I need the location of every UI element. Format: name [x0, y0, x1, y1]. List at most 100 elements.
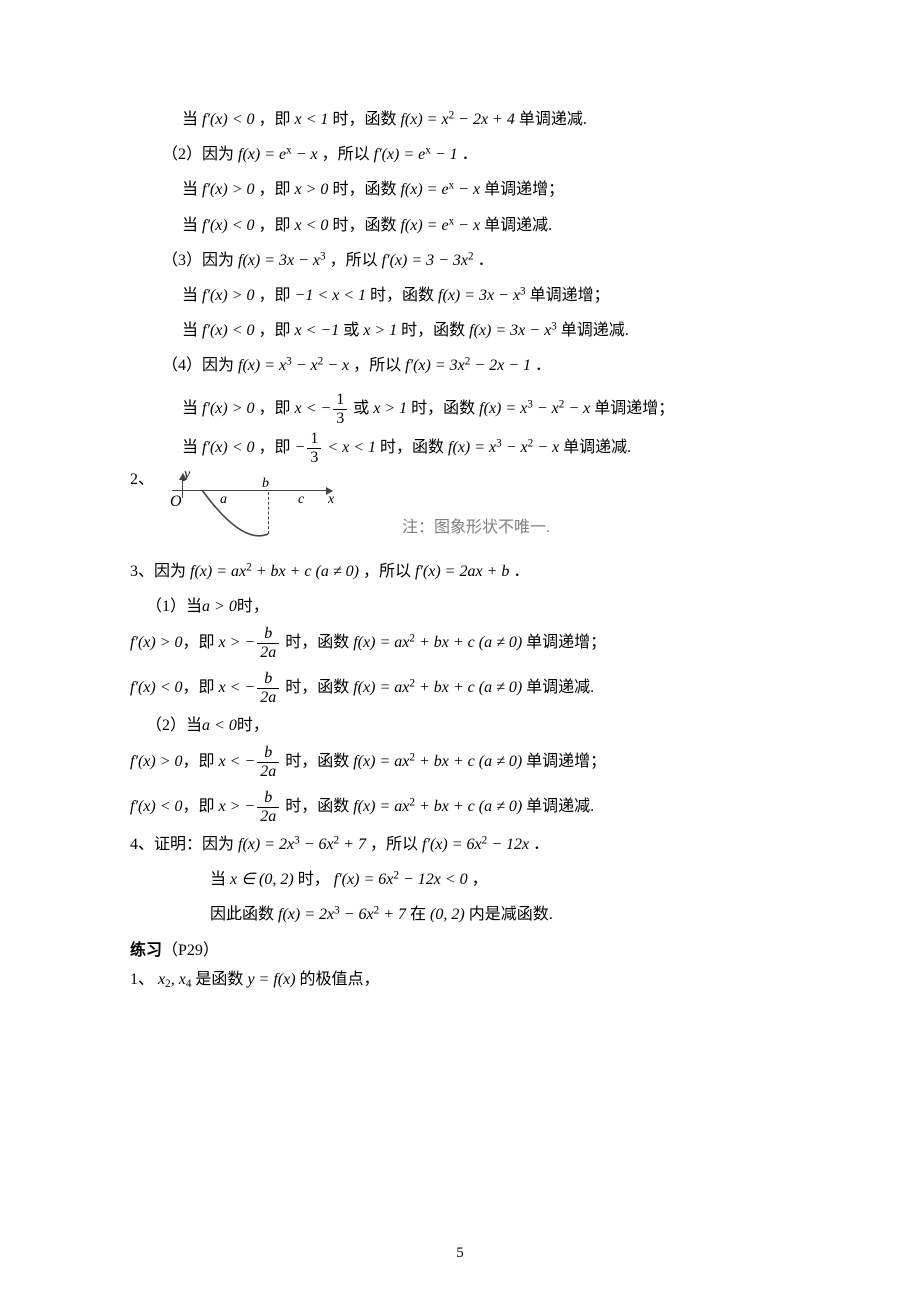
text: 在 — [410, 906, 426, 923]
expr: f′(x) = 6x2 − 12x < 0 — [334, 871, 468, 888]
text: 单调递增； — [530, 287, 610, 304]
text: 当 — [182, 439, 198, 456]
text: 是函数 — [195, 971, 243, 988]
expr: x ∈ (0, 2) — [230, 871, 294, 888]
q2-block: 2、 O y x a b c 注：图象形状不唯一. — [130, 470, 790, 548]
text: 1、 — [130, 971, 154, 988]
text: 时，函数 — [332, 217, 396, 234]
text: ，所以 — [330, 252, 378, 269]
expr: f(x) = 2x3 − 6x2 + 7 — [278, 906, 406, 923]
text: 时， — [237, 717, 269, 734]
expr: f′(x) > 0 — [202, 400, 255, 417]
p3-head: （3）因为 f(x) = 3x − x3 ，所以 f′(x) = 3 − 3x2… — [130, 251, 790, 270]
text: 时，函数 — [285, 753, 349, 770]
expr: f(x) = 3x − x3 — [238, 252, 326, 269]
fraction: b2a — [257, 745, 279, 780]
expr: f′(x) = 2ax + b — [415, 563, 509, 580]
q2-label: 2、 — [130, 470, 154, 489]
text: 时，函数 — [332, 111, 396, 128]
expr: f′(x) < 0 — [202, 322, 255, 339]
curve-svg — [172, 490, 332, 548]
text: ． — [513, 563, 529, 580]
p4-head: （4）因为 f(x) = x3 − x2 − x ，所以 f′(x) = 3x2… — [130, 356, 790, 375]
text: ，即 — [183, 634, 215, 651]
p4-line2: 当 f′(x) < 0 ，即 −13 < x < 1 时，函数 f(x) = x… — [130, 431, 790, 466]
text: 时， — [237, 598, 269, 615]
text: 单调递增； — [526, 634, 606, 651]
text: 单调递减. — [519, 111, 587, 128]
text: 单调递增； — [526, 753, 606, 770]
expr: f′(x) = ex − 1 — [374, 146, 458, 163]
text: 当 — [210, 871, 226, 888]
expr: f′(x) < 0 — [130, 798, 183, 815]
expr: x > 0 — [295, 181, 329, 198]
text: 当 — [182, 181, 198, 198]
q4-line2: 因此函数 f(x) = 2x3 − 6x2 + 7 在 (0, 2) 内是减函数… — [130, 905, 790, 924]
expr: x < 1 — [295, 111, 329, 128]
expr: f′(x) > 0 — [202, 181, 255, 198]
text: 4、证明：因为 — [130, 836, 234, 853]
text: ，所以 — [363, 563, 411, 580]
text: 单调递增； — [484, 181, 564, 198]
text: 因此函数 — [210, 906, 274, 923]
y-label: y — [184, 467, 190, 484]
expr: f(x) = x3 − x2 − x — [238, 357, 349, 374]
text: （3）因为 — [162, 252, 234, 269]
text: 单调递减. — [484, 217, 552, 234]
expr: y = f(x) — [247, 971, 295, 988]
text: 时，函数 — [285, 798, 349, 815]
text: ． — [462, 146, 478, 163]
text: 时，函数 — [401, 322, 465, 339]
p3-line1: 当 f′(x) > 0 ，即 −1 < x < 1 时，函数 f(x) = 3x… — [130, 286, 790, 305]
text: 当 — [182, 111, 198, 128]
text: 单调递减. — [526, 679, 594, 696]
expr: a < 0 — [202, 717, 237, 734]
expr: f(x) = ax2 + bx + c (a ≠ 0) — [353, 798, 522, 815]
text: ，即 — [183, 753, 215, 770]
text: ，即 — [259, 217, 291, 234]
expr: a > 0 — [202, 598, 237, 615]
expr: f(x) = 3x − x3 — [438, 287, 526, 304]
text: 单调递增； — [594, 400, 674, 417]
expr: f(x) = ax2 + bx + c (a ≠ 0) — [353, 753, 522, 770]
p4-line1: 当 f′(x) > 0 ，即 x < −13 或 x > 1 时，函数 f(x)… — [130, 392, 790, 427]
q3-case1: （1）当a > 0时， — [130, 597, 790, 616]
text: 时，函数 — [411, 400, 475, 417]
text: 当 — [182, 400, 198, 417]
fraction: b2a — [257, 671, 279, 706]
text: 时， — [298, 871, 330, 888]
q3-head: 3、因为 f(x) = ax2 + bx + c (a ≠ 0) ，所以 f′(… — [130, 562, 790, 581]
q4-head: 4、证明：因为 f(x) = 2x3 − 6x2 + 7 ，所以 f′(x) =… — [130, 835, 790, 854]
expr: f(x) = 2x3 − 6x2 + 7 — [238, 836, 366, 853]
expr: f′(x) = 6x2 − 12x — [422, 836, 529, 853]
expr: f′(x) < 0 — [130, 679, 183, 696]
expr: x2, x4 — [158, 971, 191, 988]
expr: f(x) = x2 − 2x + 4 — [400, 111, 514, 128]
text: 内是减函数. — [469, 906, 553, 923]
expr: f′(x) > 0 — [130, 753, 183, 770]
expr: f(x) = x3 − x2 − x — [479, 400, 590, 417]
document-page: 当 f′(x) < 0 ，即 x < 1 时，函数 f(x) = x2 − 2x… — [0, 0, 920, 1302]
expr: x < − — [219, 753, 256, 770]
curve-path — [202, 490, 268, 536]
text: 时，函数 — [380, 439, 444, 456]
text: 当 — [182, 322, 198, 339]
p2-head: （2）因为 f(x) = ex − x ，所以 f′(x) = ex − 1 ． — [130, 145, 790, 164]
text: ． — [535, 357, 551, 374]
expr: f(x) = ax2 + bx + c (a ≠ 0) — [353, 634, 522, 651]
q3-r2p: f′(x) > 0，即 x < −b2a 时，函数 f(x) = ax2 + b… — [130, 745, 790, 780]
exercise-heading: 练习（P29） — [130, 941, 790, 960]
text: ，即 — [259, 439, 291, 456]
expr: f(x) = ax2 + bx + c (a ≠ 0) — [353, 679, 522, 696]
q3-case2: （2）当a < 0时， — [130, 716, 790, 735]
p3-line2: 当 f′(x) < 0 ，即 x < −1 或 x > 1 时，函数 f(x) … — [130, 321, 790, 340]
fraction: b2a — [257, 626, 279, 661]
text: 的极值点， — [300, 971, 380, 988]
expr: f(x) = 3x − x3 — [469, 322, 557, 339]
expr: f(x) = ax2 + bx + c (a ≠ 0) — [190, 563, 359, 580]
page-number: 5 — [0, 1244, 920, 1262]
text: （2）当 — [146, 717, 202, 734]
expr: f′(x) > 0 — [130, 634, 183, 651]
ex1-line: 1、 x2, x4 是函数 y = f(x) 的极值点， — [130, 970, 790, 989]
fraction: 13 — [307, 431, 321, 466]
